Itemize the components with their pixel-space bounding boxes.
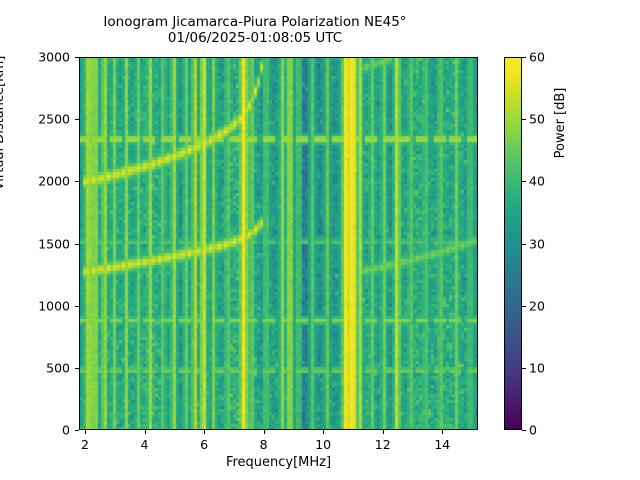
x-axis-tick-mark	[144, 430, 146, 434]
y-axis-tick-label: 3000	[38, 49, 70, 65]
chart-title: Ionogram Jicamarca-Piura Polarization NE…	[103, 14, 407, 46]
ionogram-plot-area[interactable]	[79, 57, 478, 430]
x-axis-tick-label: 4	[140, 437, 149, 452]
x-axis-label: Frequency[MHz]	[225, 455, 332, 470]
x-axis-tick-label: 8	[259, 437, 268, 452]
x-axis-tick-label: 10	[315, 437, 332, 452]
colorbar-tick-label: 30	[529, 236, 545, 251]
x-axis-tick-label: 2	[80, 437, 89, 452]
colorbar-label: Power [dB]	[553, 87, 568, 159]
x-axis-tick-mark	[204, 430, 206, 434]
colorbar-tick-label: 20	[529, 298, 545, 314]
y-axis-tick-mark	[75, 430, 79, 431]
y-axis-tick-label: 0	[62, 422, 70, 438]
x-axis-tick-mark	[84, 430, 86, 434]
y-axis-tick-mark	[75, 119, 79, 121]
colorbar-tick-label: 0	[529, 422, 537, 438]
colorbar-tick-mark	[522, 181, 526, 183]
colorbar-tick-mark	[522, 243, 526, 245]
colorbar-tick-mark	[522, 367, 526, 369]
colorbar-tick-mark	[522, 57, 526, 58]
colorbar-tick-mark	[522, 430, 526, 431]
colorbar-tick-mark	[522, 305, 526, 307]
x-axis-tick-label: 12	[374, 437, 391, 452]
colorbar-tick-label: 10	[529, 360, 545, 376]
colorbar-tick-label: 50	[529, 111, 545, 127]
y-axis-tick-label: 2500	[38, 111, 70, 127]
colorbar-tick-label: 60	[529, 49, 545, 65]
x-axis-tick-mark	[442, 430, 444, 434]
colorbar-tick-mark	[522, 119, 526, 121]
colorbar[interactable]	[504, 57, 522, 430]
y-axis-tick-mark	[75, 181, 79, 183]
colorbar-tick-label: 40	[529, 173, 545, 189]
x-axis-tick-mark	[263, 430, 265, 434]
y-axis-tick-mark	[75, 57, 79, 58]
x-axis-tick-label: 14	[434, 437, 451, 452]
colorbar-gradient	[505, 58, 521, 429]
y-axis-tick-label: 1000	[38, 298, 70, 314]
y-axis-tick-mark	[75, 243, 79, 245]
x-axis-tick-label: 6	[200, 437, 209, 452]
ionogram-heatmap	[80, 58, 477, 429]
y-axis-tick-label: 500	[46, 360, 70, 376]
y-axis-tick-label: 1500	[38, 236, 70, 251]
y-axis-tick-label: 2000	[38, 173, 70, 189]
y-axis-tick-mark	[75, 305, 79, 307]
y-axis-tick-mark	[75, 367, 79, 369]
x-axis-tick-mark	[323, 430, 325, 434]
x-axis-tick-mark	[382, 430, 384, 434]
